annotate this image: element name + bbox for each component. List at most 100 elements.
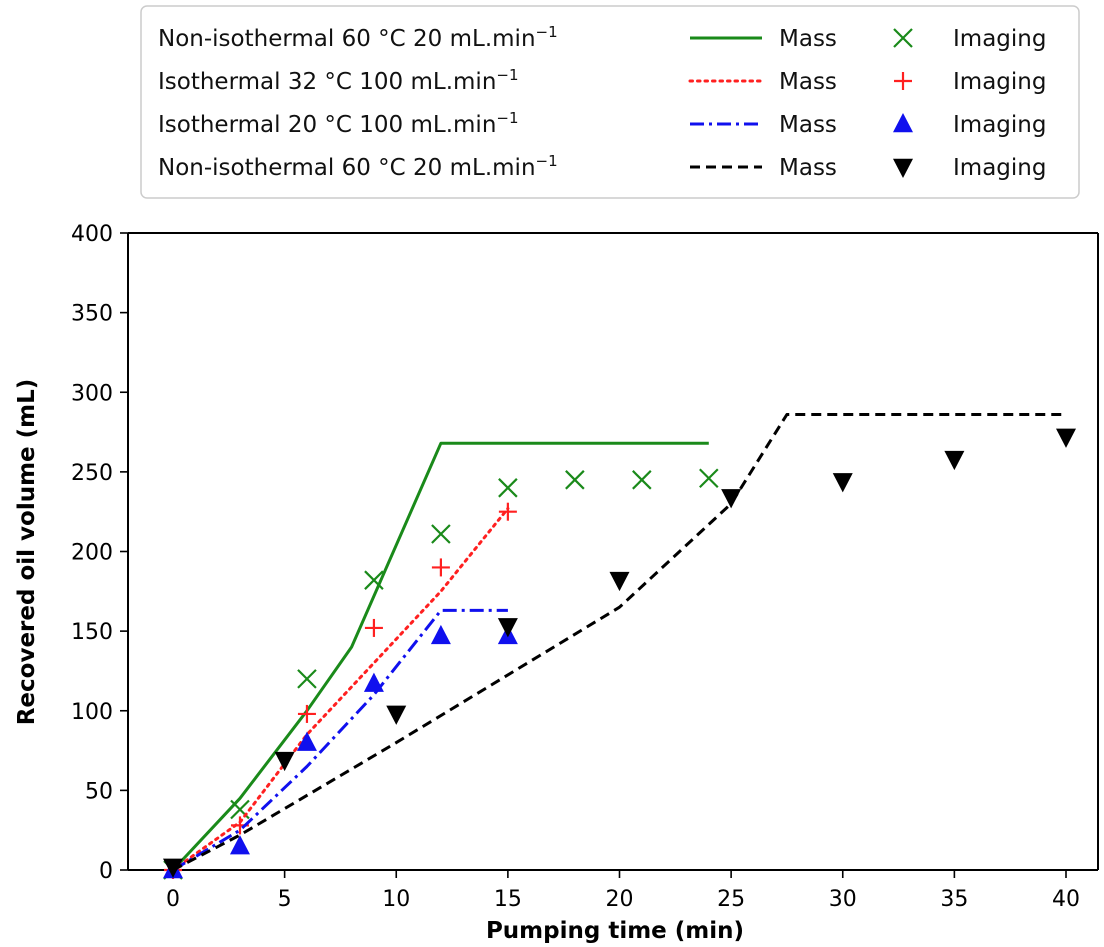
marker-stroke <box>632 470 652 490</box>
legend-imaging-label: Imaging <box>953 112 1046 138</box>
marker-shape <box>386 705 407 725</box>
marker-shape <box>893 113 913 133</box>
x-tick-label: 40 <box>1052 887 1080 912</box>
marker-stroke <box>431 524 451 544</box>
mass-line-4 <box>172 413 1066 872</box>
axes: 0 5 10 15 20 25 30 35 40 0 50 100 150 200 250 300 350 40… <box>71 222 1099 912</box>
x-tick-label: 5 <box>278 887 292 912</box>
imaging-point <box>944 450 965 471</box>
legend: Non-isothermal 60 °C 20 mL.min−1 Mass Imag… <box>140 5 1080 199</box>
imaging-point <box>386 705 407 725</box>
marker-shape <box>497 618 518 638</box>
y-tick-label: 250 <box>71 461 113 486</box>
imaging-point <box>609 571 630 592</box>
legend-row-3: Isothermal 20 °C 100 mL.min−1 Mass Imaging <box>158 109 1046 138</box>
imaging-point <box>497 618 518 638</box>
series-layer <box>163 413 1076 880</box>
legend-imaging-marker <box>893 28 913 48</box>
marker-shape <box>430 624 451 645</box>
marker-shape <box>296 731 317 751</box>
legend-mass-label: Mass <box>779 69 837 95</box>
imaging-point <box>721 489 742 509</box>
x-tick-label: 10 <box>382 887 410 912</box>
x-tick-label: 15 <box>494 887 522 912</box>
legend-imaging-label: Imaging <box>953 26 1046 52</box>
marker-shape <box>363 672 384 692</box>
legend-row-2: Isothermal 32 °C 100 mL.min−1 Mass Imaging <box>158 66 1046 95</box>
imaging-point <box>498 502 517 521</box>
imaging-point <box>498 478 518 498</box>
imaging-point <box>363 672 384 692</box>
legend-mass-label: Mass <box>779 155 837 181</box>
x-tick-label: 30 <box>829 887 857 912</box>
marker-stroke <box>565 470 585 490</box>
marker-shape <box>163 858 183 878</box>
legend-row-1: Non-isothermal 60 °C 20 mL.min−1 Mass Imag… <box>158 23 1046 52</box>
marker-shape <box>1056 428 1076 448</box>
y-tick-label: 350 <box>71 302 113 327</box>
imaging-point <box>632 470 652 490</box>
y-tick-label: 100 <box>71 700 113 725</box>
imaging-point <box>297 669 317 689</box>
imaging-point <box>364 570 384 590</box>
marker-stroke <box>699 468 719 489</box>
y-tick-label: 50 <box>85 779 113 804</box>
mass-line-3 <box>172 608 508 872</box>
y-tick-label: 400 <box>71 222 113 247</box>
imaging-point <box>699 468 719 489</box>
imaging-point <box>297 704 316 723</box>
marker-stroke <box>364 570 384 590</box>
marker-shape <box>893 158 913 178</box>
y-tick-label: 150 <box>71 620 113 645</box>
imaging-point <box>431 558 450 577</box>
imaging-point <box>296 731 317 751</box>
imaging-point <box>1056 428 1076 448</box>
x-tick-label: 35 <box>940 887 968 912</box>
marker-stroke <box>297 669 317 689</box>
marker-stroke <box>498 478 518 498</box>
imaging-point <box>274 751 295 772</box>
imaging-point <box>229 835 250 855</box>
imaging-point <box>430 624 451 645</box>
marker-shape <box>229 835 250 855</box>
legend-imaging-marker <box>893 113 913 133</box>
x-tick-label: 0 <box>166 887 180 912</box>
imaging-point <box>832 473 853 493</box>
marker-stroke <box>230 799 250 820</box>
legend-frame <box>140 5 1080 199</box>
y-tick-label: 200 <box>71 541 113 566</box>
y-axis-title: Recovered oil volume (mL) <box>14 379 40 726</box>
mass-line-1 <box>171 441 709 872</box>
marker-shape <box>274 751 295 772</box>
imaging-point <box>163 858 183 878</box>
marker-shape <box>721 489 742 509</box>
marker-shape <box>832 473 853 493</box>
legend-condition-label: Isothermal 20 °C 100 mL.min−1 <box>158 109 519 138</box>
series-4 <box>163 413 1076 878</box>
mass-line-2 <box>171 507 510 872</box>
imaging-point <box>364 618 383 637</box>
imaging-point <box>565 470 585 490</box>
y-tick-label: 0 <box>99 859 113 884</box>
legend-mass-label: Mass <box>779 26 837 52</box>
series-3 <box>163 608 518 879</box>
legend-imaging-label: Imaging <box>953 155 1046 181</box>
legend-imaging-marker <box>894 72 912 90</box>
imaging-point <box>431 524 451 544</box>
y-tick-label: 300 <box>71 381 113 406</box>
legend-condition-label: Non-isothermal 60 °C 20 mL.min−1 <box>158 23 558 52</box>
x-tick-label: 20 <box>606 887 634 912</box>
series-1 <box>163 441 719 880</box>
legend-imaging-marker <box>893 158 913 178</box>
x-axis-title: Pumping time (min) <box>486 918 744 944</box>
legend-condition-label: Isothermal 32 °C 100 mL.min−1 <box>158 66 519 95</box>
marker-stroke <box>893 28 913 48</box>
marker-shape <box>944 450 965 471</box>
legend-condition-label: Non-isothermal 60 °C 20 mL.min−1 <box>158 152 558 181</box>
marker-shape <box>609 571 630 592</box>
legend-imaging-label: Imaging <box>953 69 1046 95</box>
x-tick-label: 25 <box>717 887 745 912</box>
legend-row-4: Non-isothermal 60 °C 20 mL.min−1 Mass Imag… <box>158 152 1046 181</box>
legend-mass-label: Mass <box>779 112 837 138</box>
